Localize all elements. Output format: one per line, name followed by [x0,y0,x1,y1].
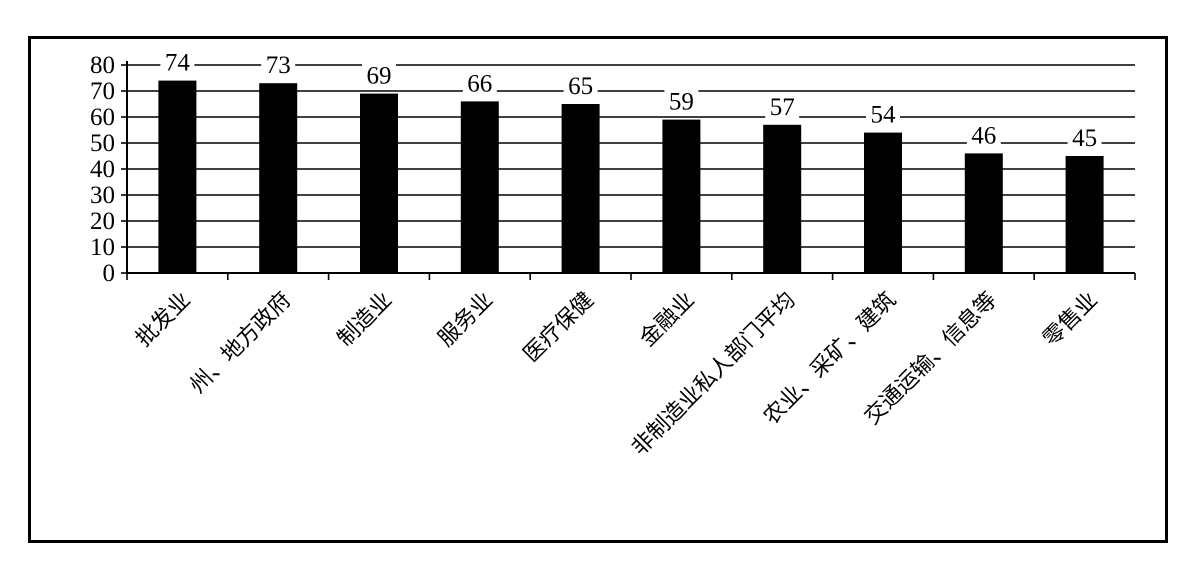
y-tick-label: 80 [90,52,115,79]
x-category-label: 金融业 [635,288,699,352]
x-category-label: 服务业 [434,288,498,352]
y-tick-label: 60 [90,104,115,131]
y-tick-label: 70 [90,78,115,105]
bar [864,132,902,273]
data-label: 54 [871,102,897,129]
bar [763,124,802,273]
y-tick-label: 30 [90,182,115,209]
data-label: 45 [1072,125,1097,152]
data-label: 74 [165,50,191,77]
x-category-label: 零售业 [1038,288,1102,352]
y-tick-label: 10 [90,234,115,261]
bar [561,104,600,273]
y-tick-label: 20 [90,208,115,235]
data-label-bg [261,51,296,78]
data-label-bg [1067,124,1102,150]
y-tick-label: 0 [103,260,116,287]
data-label: 46 [971,122,996,149]
bar [360,93,398,273]
data-label: 66 [467,70,492,97]
data-label-bg [765,92,800,119]
bar [662,119,701,273]
x-category-label: 制造业 [333,288,397,352]
x-category-label: 州、地方政府 [185,288,296,399]
data-label-bg [966,121,1001,148]
data-label: 69 [367,63,392,90]
data-label-bg [160,48,195,75]
data-label-bg [664,87,699,114]
bar [460,101,499,274]
bar [1065,156,1104,273]
data-label-bg [866,100,900,127]
data-label: 73 [266,52,291,79]
data-label-bg [362,61,396,88]
bar [158,80,197,273]
bar [259,83,298,273]
data-label-bg [462,69,497,96]
x-category-label: 批发业 [131,288,195,352]
data-label-bg [563,72,598,98]
data-label: 57 [770,94,795,121]
y-tick-label: 40 [90,156,115,183]
x-category-label: 非制造业私人部门平均 [627,288,800,461]
data-label: 65 [568,73,593,100]
data-label: 59 [669,89,694,116]
bar [964,153,1003,273]
y-tick-label: 50 [90,130,115,157]
x-category-label: 医疗保健 [519,288,599,368]
